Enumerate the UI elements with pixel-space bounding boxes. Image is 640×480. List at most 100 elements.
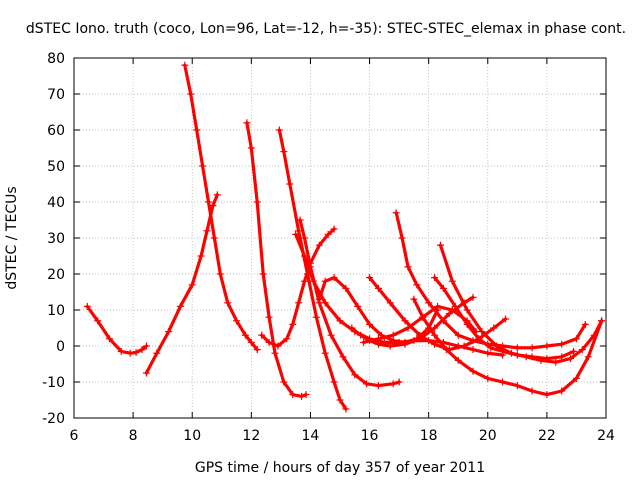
series-9-point-7 xyxy=(431,324,439,332)
series-8-point-0 xyxy=(315,295,323,303)
series-3-point-2 xyxy=(253,198,261,206)
series-9-point-8 xyxy=(445,310,453,318)
series-4-point-6 xyxy=(321,349,329,357)
series-5-point-1 xyxy=(265,338,273,346)
series-14-point-6 xyxy=(522,353,530,361)
series-15-point-11 xyxy=(558,387,566,395)
series-10-point-2 xyxy=(386,299,394,307)
series-1-point-5 xyxy=(197,252,205,260)
x-tick-label-6: 18 xyxy=(420,428,438,444)
series-1-point-2 xyxy=(165,328,173,336)
series-12-point-3 xyxy=(413,281,421,289)
series-11-point-3 xyxy=(404,324,412,332)
series-10-point-4 xyxy=(416,331,424,339)
y-tick-label-8: 60 xyxy=(47,123,65,139)
series-7-point-1 xyxy=(301,252,309,260)
series-9-point-4 xyxy=(386,342,394,350)
series-8-point-1 xyxy=(321,277,329,285)
series-3-point-3 xyxy=(259,270,267,278)
series-13-point-3 xyxy=(463,320,471,328)
series-3-point-0 xyxy=(243,119,251,127)
series-11-point-0 xyxy=(360,338,368,346)
series-3-point-6 xyxy=(280,378,288,386)
series-12-point-14 xyxy=(572,335,580,343)
series-13-point-4 xyxy=(475,335,483,343)
series-12-point-11 xyxy=(528,344,536,352)
series-14-point-7 xyxy=(537,356,545,364)
series-3-point-4 xyxy=(265,313,273,321)
series-6-point-1 xyxy=(301,234,309,242)
series-15-point-10 xyxy=(543,391,551,399)
series-2-point-10 xyxy=(247,338,255,346)
series-2-point-7 xyxy=(224,299,232,307)
series-2-point-6 xyxy=(216,270,224,278)
series-2-point-11 xyxy=(253,346,261,354)
series-12-point-6 xyxy=(454,331,462,339)
series-1-point-3 xyxy=(176,302,184,310)
series-0-point-6 xyxy=(138,346,146,354)
axis-ticks: 6 8 10 12 14 16 18 20 22 24 -20 -10 0 10 20 30 40 50 60 70 8… xyxy=(42,51,615,444)
series-15 xyxy=(410,295,606,399)
series-4-point-0 xyxy=(275,126,283,134)
series-15-point-1 xyxy=(419,313,427,321)
x-tick-label-4: 14 xyxy=(302,428,320,444)
series-15-point-3 xyxy=(442,346,450,354)
series-2-point-0 xyxy=(181,61,189,69)
series-0-point-2 xyxy=(105,335,113,343)
series-9-point-0 xyxy=(348,324,356,332)
y-tick-label-3: 10 xyxy=(47,303,65,319)
series-2 xyxy=(181,61,261,354)
series-8-point-2 xyxy=(330,274,338,282)
grid xyxy=(74,58,606,418)
series-6-point-7 xyxy=(363,380,371,388)
series-5-point-3 xyxy=(283,335,291,343)
series-5-point-9 xyxy=(324,230,332,238)
series-7-point-13 xyxy=(469,346,477,354)
series-4-point-7 xyxy=(330,378,338,386)
series-15-point-13 xyxy=(584,353,592,361)
series-14-point-4 xyxy=(493,342,501,350)
series-5-point-8 xyxy=(315,241,323,249)
series-1-point-6 xyxy=(203,227,211,235)
series-14-point-2 xyxy=(463,306,471,314)
series-6-point-9 xyxy=(389,380,397,388)
series-3-line xyxy=(245,121,308,398)
series-3-point-9 xyxy=(302,391,310,399)
series-12-line xyxy=(394,211,587,350)
series-1 xyxy=(142,191,221,377)
series-12-point-4 xyxy=(425,299,433,307)
series-11-point-2 xyxy=(389,331,397,339)
series-4-line xyxy=(277,128,348,411)
series-9-point-5 xyxy=(401,340,409,348)
y-tick-label-1: -10 xyxy=(42,375,65,391)
x-axis-label: GPS time / hours of day 357 of year 2011 xyxy=(195,460,485,476)
series-12-point-0 xyxy=(392,209,400,217)
x-tick-label-5: 16 xyxy=(361,428,379,444)
series-2-point-9 xyxy=(241,331,249,339)
series-6-point-10 xyxy=(395,378,403,386)
series-0-point-7 xyxy=(142,342,150,350)
series-12-point-12 xyxy=(543,342,551,350)
series-7-point-2 xyxy=(309,277,317,285)
series-0-point-1 xyxy=(94,317,102,325)
series-9-point-10 xyxy=(469,293,477,301)
series-0-point-4 xyxy=(126,349,134,357)
series-12-point-5 xyxy=(439,317,447,325)
series-3-point-5 xyxy=(271,349,279,357)
series-6-point-8 xyxy=(374,382,382,390)
series-7-point-0 xyxy=(292,230,300,238)
series-7-point-4 xyxy=(336,317,344,325)
x-tick-label-7: 20 xyxy=(479,428,497,444)
series-10-point-10 xyxy=(502,315,510,323)
series-15-point-6 xyxy=(484,374,492,382)
series-11-point-5 xyxy=(434,302,442,310)
series-15-point-0 xyxy=(410,295,418,303)
series-group xyxy=(83,61,606,413)
series-5-point-0 xyxy=(258,331,266,339)
series-9-point-1 xyxy=(357,331,365,339)
x-tick-label-2: 10 xyxy=(183,428,201,444)
series-13-point-2 xyxy=(451,302,459,310)
y-tick-label-9: 70 xyxy=(47,87,65,103)
series-15-point-7 xyxy=(499,378,507,386)
